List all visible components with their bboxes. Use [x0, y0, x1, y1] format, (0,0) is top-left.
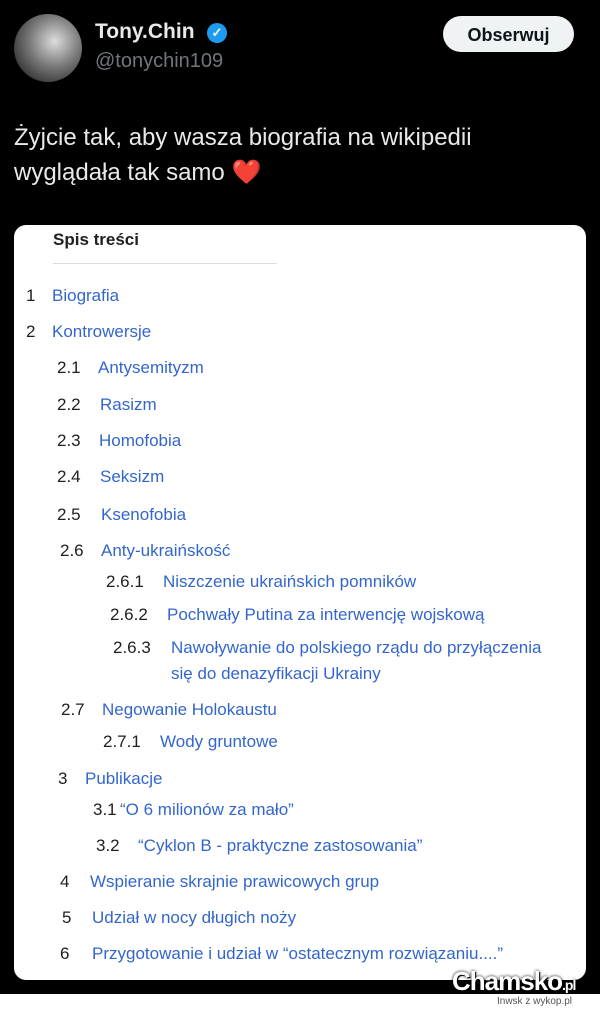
- toc-number: 2.7: [61, 700, 85, 719]
- toc-link[interactable]: Rasizm: [100, 395, 157, 414]
- toc-number: 4: [60, 872, 70, 891]
- toc-number: 2.6.2: [110, 605, 148, 624]
- toc-number: 2.2: [57, 395, 81, 414]
- toc-link[interactable]: Pochwały Putina za interwencję wojskową: [167, 605, 485, 624]
- toc-number: 2.3: [57, 431, 81, 450]
- toc-link[interactable]: Wspieranie skrajnie prawicowych grup: [90, 872, 380, 891]
- watermark-logo: Chamsko.pl: [452, 966, 576, 996]
- toc-link[interactable]: Wody gruntowe: [160, 732, 278, 751]
- toc-number: 2.6: [60, 541, 84, 560]
- toc-link[interactable]: “O 6 milionów za mało”: [120, 800, 294, 819]
- toc-number: 3.2: [96, 836, 120, 855]
- toc-link[interactable]: Przygotowanie i udział w “ostatecznym ro…: [92, 944, 503, 963]
- toc-number: 2.4: [57, 467, 81, 486]
- wikipedia-toc-image[interactable]: [14, 225, 586, 980]
- toc-link[interactable]: Seksizm: [100, 467, 165, 486]
- toc-number: 2: [26, 322, 36, 341]
- toc-number: 2.6.3: [113, 638, 151, 657]
- author-handle[interactable]: @tonychin109: [95, 50, 224, 72]
- avatar[interactable]: [14, 14, 82, 82]
- watermark-subtext: Inwsk z wykop.pl: [497, 996, 573, 1007]
- watermark-bar: [0, 994, 600, 1010]
- toc-link[interactable]: Kontrowersje: [52, 322, 152, 341]
- toc-link[interactable]: Biografia: [52, 286, 120, 305]
- toc-link[interactable]: Antysemityzm: [98, 358, 204, 377]
- toc-number: 3.1: [93, 800, 117, 819]
- toc-number: 2.7.1: [103, 732, 141, 751]
- toc-link[interactable]: Homofobia: [99, 431, 182, 450]
- toc-number: 2.6.1: [106, 572, 144, 591]
- toc-link[interactable]: Publikacje: [85, 769, 163, 788]
- toc-link[interactable]: Nawoływanie do polskiego rządu do przyłą…: [171, 638, 542, 683]
- divider: [53, 263, 277, 264]
- toc-number: 2.5: [57, 505, 81, 524]
- verified-badge-icon: ✓: [207, 23, 227, 43]
- toc-link[interactable]: Anty-ukraińskość: [101, 541, 231, 560]
- toc-link[interactable]: Negowanie Holokaustu: [102, 700, 277, 719]
- toc-link[interactable]: Ksenofobia: [101, 505, 187, 524]
- author-name[interactable]: Tony.Chin: [95, 20, 195, 43]
- toc-number: 5: [62, 908, 72, 927]
- toc-link[interactable]: Udział w nocy długich noży: [92, 908, 297, 927]
- toc-number: 3: [58, 769, 68, 788]
- toc-number: 6: [60, 944, 70, 963]
- toc-link[interactable]: “Cyklon B - praktyczne zastosowania”: [138, 836, 423, 855]
- follow-button[interactable]: Obserwuj: [443, 16, 574, 52]
- toc-link[interactable]: Niszczenie ukraińskich pomników: [163, 572, 417, 591]
- tweet-text: Żyjcie tak, aby wasza biografia na wikip…: [14, 124, 472, 186]
- toc-number: 2.1: [57, 358, 81, 377]
- toc-title: Spis treści: [53, 230, 139, 249]
- toc-number: 1: [26, 286, 36, 305]
